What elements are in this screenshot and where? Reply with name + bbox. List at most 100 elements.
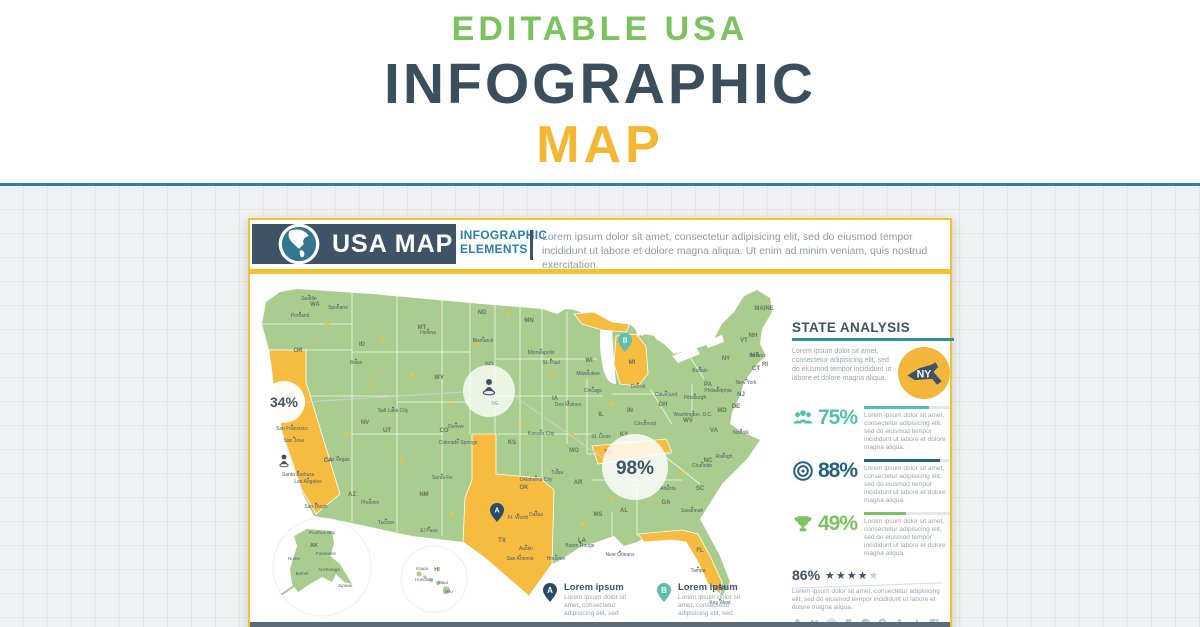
city-dot (308, 294, 310, 297)
city-label: Dallas (529, 512, 543, 518)
city-label: Santa Fe (432, 475, 453, 481)
city-label: San Francisco (276, 426, 308, 432)
city-label: Washington, D.C. (674, 412, 713, 418)
city-dot (637, 382, 639, 385)
state-label-mt: MT (418, 325, 427, 331)
state-label-co: CO (440, 428, 449, 434)
city-label: Raleigh (716, 454, 733, 460)
title-infographic: INFOGRAPHIC (384, 52, 816, 116)
ny-state-badge: NY (898, 347, 950, 399)
brand-title: USA MAP (332, 229, 454, 258)
state-label-ks: KS (508, 440, 516, 446)
city-dot (717, 386, 719, 389)
hawaii-label: HI (434, 567, 440, 573)
alaska-inset: Prudhoe Bay Nome AK Fairbanks Anchorage Bethe… (272, 517, 372, 617)
header-description: Lorem ipsum dolor sit amet, consectetur … (542, 231, 928, 271)
alaska-label: Fairbanks (316, 551, 337, 556)
city-label: Key West (709, 600, 731, 606)
city-label: El Paso (420, 528, 437, 534)
state-label-ky: KY (620, 432, 628, 438)
legend-a-text: Lorem ipsum dolor sit amet, consectetur … (564, 594, 627, 617)
city-label: Santa Barbara (282, 472, 314, 478)
state-label-wv: WV (683, 418, 693, 424)
header-separator (530, 230, 533, 260)
stat-row-target: 88% Lorem ipsum dolor sit amet, consecte… (792, 459, 954, 505)
city-label: Bismarck (473, 338, 494, 344)
city-label: Houston (547, 556, 566, 562)
city-dot (691, 506, 693, 509)
city-label: Tucson (378, 520, 394, 526)
target-icon (793, 461, 813, 481)
callout-ne: NE (463, 365, 515, 417)
city-dot (525, 544, 527, 547)
callout-connectors (303, 391, 604, 459)
city-dot (482, 336, 484, 339)
card-footer-bar (250, 622, 950, 627)
city-dot (692, 410, 694, 413)
state-label-wi: WI (585, 358, 593, 364)
city-label: Milwaukee (576, 371, 600, 377)
city-dot (644, 419, 646, 422)
star-filled-icon: ★ (835, 569, 847, 582)
city-label: Los Angeles (294, 479, 322, 485)
legend-item-a: A Lorem ipsum Lorem ipsum dolor sit amet… (542, 582, 634, 618)
state-label-mi: MI (629, 360, 636, 366)
state-analysis-title: STATE ANALYSIS (792, 320, 954, 341)
city-dot (441, 473, 443, 476)
city-label: Cleveland (655, 392, 677, 398)
city-dot (427, 328, 429, 331)
city-label: Norfolk (733, 430, 749, 436)
trophy-icon (794, 516, 812, 532)
globe-icon (278, 223, 320, 265)
city-dot (579, 541, 581, 544)
city-dot (550, 358, 552, 361)
city-label: Boise (350, 360, 363, 366)
city-label: Las Vegas (326, 457, 350, 463)
rating-text: Lorem ipsum dolor sit amet, consectetur … (792, 588, 940, 611)
city-dot (517, 513, 519, 516)
map-pin-b: B (618, 333, 632, 352)
city-label: Denver (448, 424, 464, 430)
ne-label: NE (492, 401, 500, 407)
poi-diamond (609, 401, 615, 407)
state-label-pa: PA (704, 382, 713, 388)
rating-block: 86% ★★★★★ Lorem ipsum dolor sit amet, co… (792, 567, 954, 627)
city-label: St. Louis (591, 434, 611, 440)
city-label: Colorado Springs (439, 440, 478, 446)
star-empty-icon: ★ (868, 569, 880, 582)
hawaii-label: Honolulu (415, 577, 433, 582)
legend-a-title: Lorem ipsum (564, 582, 624, 593)
city-dot (455, 422, 457, 425)
stat-row-people: 75% Lorem ipsum dolor sit amet, consecte… (792, 406, 954, 452)
city-dot (297, 470, 299, 473)
city-dot (519, 554, 521, 557)
city-label: Chicago (584, 388, 603, 394)
stat-value-49: 49% (818, 512, 858, 535)
state-label-oh: OH (659, 402, 668, 408)
alaska-label: Prudhoe Bay (309, 530, 336, 535)
state-label-or: OR (294, 348, 304, 354)
stat-bar-49 (864, 512, 950, 515)
state-label-al: AL (620, 508, 628, 514)
city-label: San Jose (284, 438, 305, 444)
city-label: Portland (291, 313, 310, 319)
person-icon (279, 454, 289, 468)
state-label-id: ID (359, 342, 366, 348)
city-dot (745, 378, 747, 381)
city-dot (428, 526, 430, 529)
state-label-ca: CA (324, 458, 333, 464)
city-label: Oklahoma City (520, 477, 553, 483)
city-dot (697, 566, 699, 569)
city-dot (701, 461, 703, 464)
city-dot (723, 452, 725, 455)
city-dot (291, 424, 293, 427)
city-dot (369, 498, 371, 501)
city-dot (337, 455, 339, 458)
usa-map: WAORIDMTWYNVUTCAAZNMCONDSDKSOKTXMNIAMOAR… (252, 284, 789, 626)
legend-b-text: Lorem ipsum dolor sit amet, consectetur … (678, 594, 741, 617)
pin-a-letter: A (494, 508, 499, 515)
state-florida (637, 529, 723, 595)
star-rating: ★★★★★ (825, 569, 879, 582)
legend-item-b: B Lorem ipsum Lorem ipsum dolor sit amet… (656, 582, 748, 618)
state-label-ny: NY (722, 356, 730, 362)
